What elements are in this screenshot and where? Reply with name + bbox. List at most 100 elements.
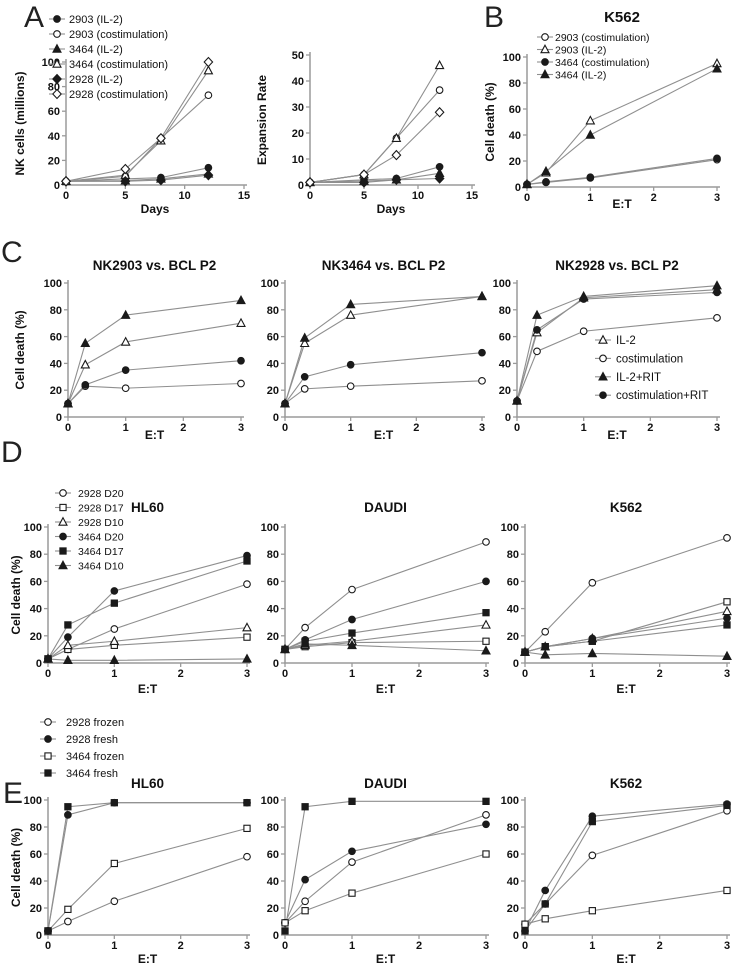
- filled-circle-marker-icon: [542, 177, 550, 186]
- open-triangle-marker-icon: [203, 65, 214, 75]
- chart-title: NK2928 vs. BCL P2: [555, 258, 679, 273]
- filled-triangle-marker-icon: [598, 371, 608, 381]
- chart-expansion-rate: 0 10 20 30 40 50 0 5 10 15 Days Expansion Rate: [250, 0, 480, 235]
- y-tick-label: 80: [267, 305, 279, 317]
- y-tick-label: 20: [507, 903, 519, 915]
- legend-label: 3464 (IL-2): [69, 44, 123, 56]
- filled-circle-marker-icon: [586, 173, 595, 182]
- open-circle-marker-icon: [435, 86, 444, 94]
- filled-triangle-marker-icon: [520, 646, 530, 656]
- series-line: [47, 560, 248, 660]
- legend-label: 3464 fresh: [66, 768, 118, 780]
- series-line: [524, 889, 728, 925]
- series-line: [516, 285, 718, 402]
- x-axis-label: E:T: [138, 682, 158, 696]
- panel-label-d: D: [1, 436, 23, 469]
- chart-title: DAUDI: [364, 776, 407, 791]
- filled-square-marker-icon: [110, 599, 118, 607]
- chart-legend: 2928 frozen 2928 fresh 3464 frozen 3464 fre…: [40, 717, 124, 780]
- y-tick-label: 60: [30, 576, 42, 588]
- x-tick-label: 0: [45, 668, 51, 680]
- legend-label: 2928 fresh: [66, 734, 118, 746]
- chart-svg-B: 0 20 40 60 80 100 0 1 2 3 K562 E:T Cell death (%) 290…: [483, 9, 722, 211]
- filled-triangle-marker-icon: [477, 290, 487, 301]
- x-tick-label: 0: [282, 940, 288, 952]
- x-tick-label: 3: [714, 192, 720, 204]
- filled-square-marker-icon: [723, 621, 731, 629]
- series-line: [284, 800, 486, 932]
- y-tick-label: 40: [50, 358, 62, 370]
- open-triangle-marker-icon: [120, 336, 131, 346]
- chart-svg-C1: 0 20 40 60 80 100 0 1 2 3 NK2903 vs. BCL P2 E:T Cell…: [13, 258, 246, 442]
- open-triangle-marker-icon: [391, 132, 402, 142]
- y-axis-label: NK cells (millions): [13, 71, 27, 175]
- filled-square-marker-icon: [482, 609, 490, 617]
- filled-circle-marker-icon: [599, 391, 607, 400]
- open-triangle-marker-icon: [585, 115, 596, 125]
- filled-circle-marker-icon: [723, 614, 731, 622]
- y-tick-label: 80: [30, 549, 42, 561]
- series-line: [516, 317, 718, 402]
- open-circle-marker-icon: [110, 897, 119, 906]
- legend-label: 2928 (costimulation): [69, 89, 168, 101]
- y-tick-label: 60: [499, 332, 511, 344]
- x-tick-label: 3: [724, 940, 730, 952]
- chart-svg-D2: 0 20 40 60 80 100 0 1 2 3 DAUDI E:T: [261, 500, 491, 696]
- x-tick-label: 10: [412, 190, 424, 202]
- legend-label: costimulation+RIT: [616, 390, 708, 402]
- y-tick-label: 20: [30, 631, 42, 643]
- filled-square-marker-icon: [588, 637, 596, 645]
- series-line: [526, 157, 718, 185]
- y-tick-label: 0: [515, 182, 521, 194]
- series-line: [67, 322, 242, 404]
- filled-triangle-marker-icon: [52, 43, 62, 53]
- chart-k562-day: 0 20 40 60 80 100 0 1 2 3 K562 E:T: [495, 455, 741, 703]
- y-tick-label: 100: [501, 795, 519, 807]
- y-tick-label: 40: [30, 604, 42, 616]
- open-square-marker-icon: [281, 919, 289, 927]
- open-triangle-marker-icon: [58, 516, 68, 526]
- legend-label: 3464 (costimulation): [555, 57, 650, 69]
- series-line: [65, 94, 209, 182]
- open-circle-marker-icon: [53, 30, 61, 38]
- filled-circle-marker-icon: [64, 633, 72, 642]
- open-square-marker-icon: [59, 503, 67, 512]
- series-line: [284, 640, 487, 650]
- x-tick-label: 0: [45, 940, 51, 952]
- filled-triangle-marker-icon: [712, 280, 722, 290]
- filled-circle-marker-icon: [348, 847, 356, 856]
- filled-triangle-marker-icon: [712, 63, 722, 73]
- y-tick-label: 60: [48, 106, 60, 118]
- x-tick-label: 2: [657, 940, 663, 952]
- x-tick-label: 3: [724, 668, 730, 680]
- filled-triangle-marker-icon: [345, 298, 356, 309]
- chart-svg-E1: 0 20 40 60 80 100 0 1 2 3 HL60 E:T Cell death (%) 292…: [9, 717, 251, 966]
- series-line: [67, 299, 242, 404]
- filled-triangle-marker-icon: [58, 560, 68, 570]
- y-tick-label: 40: [509, 130, 521, 142]
- chart-svg-E2: 0 20 40 60 80 100 0 1 2 3 DAUDI E:T: [261, 776, 490, 966]
- x-tick-label: 1: [349, 940, 355, 952]
- series-line: [284, 624, 487, 650]
- filled-circle-marker-icon: [237, 356, 245, 365]
- legend-label: 3464 D10: [78, 561, 124, 573]
- open-triangle-marker-icon: [345, 309, 356, 319]
- filled-triangle-marker-icon: [585, 129, 596, 139]
- y-tick-label: 0: [298, 180, 304, 192]
- panel-label-e: E: [3, 777, 24, 810]
- series-line: [284, 295, 483, 404]
- y-tick-label: 80: [267, 822, 279, 834]
- filled-square-marker-icon: [521, 927, 529, 935]
- chart-title: NK2903 vs. BCL P2: [93, 258, 217, 273]
- chart-k562-freshfrozen: 0 20 40 60 80 100 0 1 2 3 K562 E:T: [495, 700, 741, 976]
- x-axis-label: Days: [377, 202, 406, 216]
- open-triangle-marker-icon: [52, 58, 62, 68]
- filled-diamond-marker-icon: [434, 173, 445, 184]
- x-tick-label: 2: [647, 422, 653, 434]
- series-line: [526, 68, 718, 185]
- filled-triangle-marker-icon: [120, 309, 131, 319]
- x-tick-label: 2: [651, 192, 657, 204]
- panel-label-b: B: [484, 1, 505, 34]
- open-square-marker-icon: [243, 824, 251, 832]
